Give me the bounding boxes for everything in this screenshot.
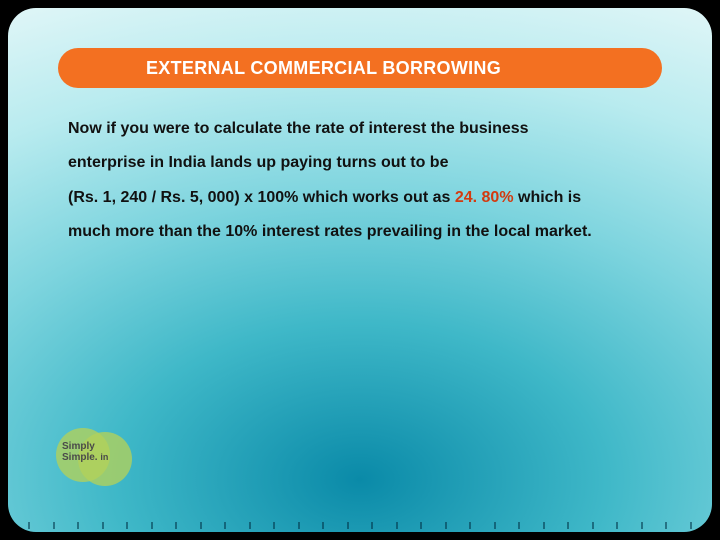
logo-line1: Simply [62,441,95,452]
body-line-2: enterprise in India lands up paying turn… [68,154,448,171]
body-line-4: much more than the 10% interest rates pr… [68,223,592,240]
logo: Simply Simple. in [56,420,128,492]
body-text: Now if you were to calculate the rate of… [68,112,652,250]
highlight-percent: 24. 80% [455,189,514,206]
slide-frame: EXTERNAL COMMERCIAL BORROWING Now if you… [8,8,712,532]
body-line-3a: (Rs. 1, 240 / Rs. 5, 000) x 100% which w… [68,189,455,206]
body-line-3b: which is [514,189,582,206]
slide-title: EXTERNAL COMMERCIAL BORROWING [146,58,501,79]
logo-text: Simply Simple. in [62,442,108,463]
logo-suffix: in [100,452,108,462]
bottom-tickmarks [8,522,712,532]
title-pill: EXTERNAL COMMERCIAL BORROWING [58,48,662,88]
logo-line2: Simple. [62,452,98,463]
body-line-1: Now if you were to calculate the rate of… [68,120,529,137]
